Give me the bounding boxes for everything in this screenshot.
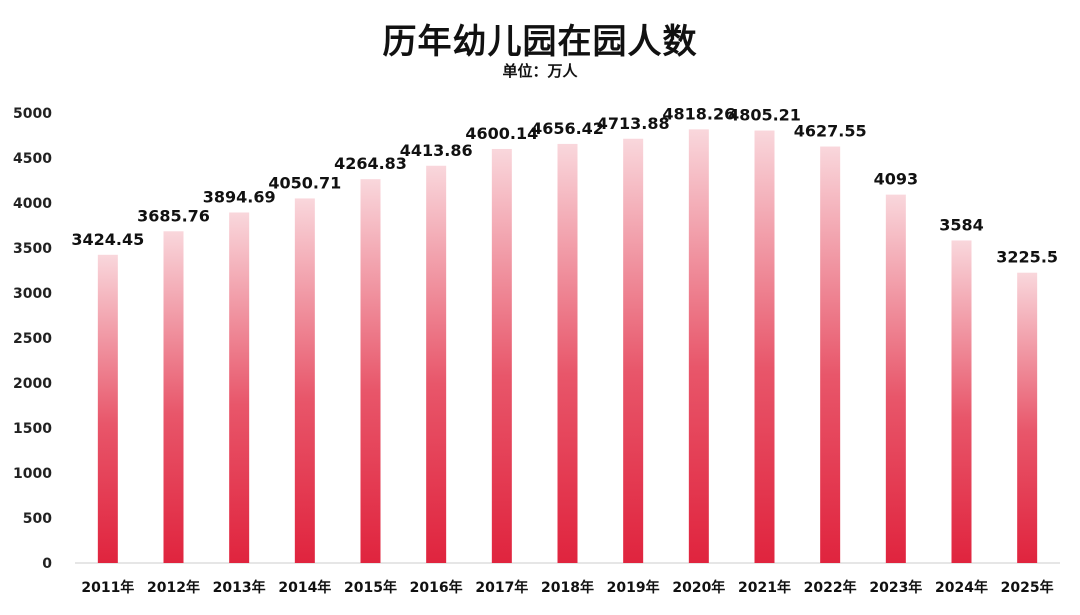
y-tick-label: 3500	[13, 241, 52, 257]
x-tick-label: 2023年	[869, 579, 922, 596]
bar	[557, 143, 578, 564]
data-label: 4627.55	[794, 122, 867, 141]
x-tick-label: 2012年	[147, 579, 200, 596]
data-label: 4713.88	[597, 114, 670, 133]
bar	[229, 212, 250, 563]
data-label: 3225.5	[996, 248, 1058, 267]
y-tick-label: 500	[23, 511, 52, 527]
x-tick-label: 2015年	[344, 579, 397, 596]
bar	[97, 254, 118, 563]
bar	[885, 194, 906, 563]
bar	[820, 146, 841, 563]
bars: 3424.45 3685.763894.694050.714264.834413.…	[71, 104, 1058, 564]
x-axis: 2011年 2012年 2013年 2014年 2015年 2016年 2017年 2018年…	[81, 579, 1053, 596]
y-tick-label: 2000	[13, 376, 52, 392]
data-label: 3685.76	[137, 206, 210, 225]
x-tick-label: 2024年	[935, 579, 988, 596]
y-tick-label: 4000	[13, 196, 52, 212]
chart-subtitle: 单位：万人	[502, 62, 578, 80]
bar	[360, 179, 381, 564]
y-tick-label: 4500	[13, 151, 52, 167]
data-label: 4656.42	[531, 119, 604, 138]
data-label: 3584	[939, 215, 984, 234]
data-label: 4600.14	[465, 124, 538, 143]
data-label: 4093	[874, 170, 919, 189]
y-tick-label: 3000	[13, 286, 52, 302]
x-tick-label: 2017年	[475, 579, 528, 596]
x-tick-label: 2013年	[213, 579, 266, 596]
y-tick-label: 5000	[13, 106, 52, 122]
bar	[491, 148, 512, 563]
bar	[1017, 272, 1038, 563]
y-tick-label: 1000	[13, 466, 52, 482]
x-tick-label: 2025年	[1001, 579, 1054, 596]
bar	[688, 129, 709, 563]
bar	[426, 165, 447, 563]
bar	[294, 198, 315, 563]
x-tick-label: 2020年	[672, 579, 725, 596]
x-tick-label: 2011年	[81, 579, 134, 596]
data-label: 4805.21	[728, 106, 801, 125]
bar	[163, 231, 184, 563]
data-label: 4818.26	[662, 104, 735, 123]
data-label: 4413.86	[400, 141, 473, 160]
data-label: 4264.83	[334, 154, 407, 173]
y-tick-label: 1500	[13, 421, 52, 437]
x-tick-label: 2019年	[607, 579, 660, 596]
chart-title: 历年幼儿园在园人数	[382, 22, 698, 62]
x-tick-label: 2022年	[804, 579, 857, 596]
y-tick-label: 2500	[13, 331, 52, 347]
x-tick-label: 2021年	[738, 579, 791, 596]
y-tick-label: 0	[42, 556, 52, 572]
bar	[623, 138, 644, 563]
data-label: 4050.71	[268, 173, 341, 192]
x-tick-label: 2016年	[410, 579, 463, 596]
x-tick-label: 2018年	[541, 579, 594, 596]
data-label: 3894.69	[203, 187, 276, 206]
x-tick-label: 2014年	[278, 579, 331, 596]
data-label: 3424.45	[71, 230, 144, 249]
bar	[754, 130, 775, 563]
bar	[951, 240, 972, 563]
